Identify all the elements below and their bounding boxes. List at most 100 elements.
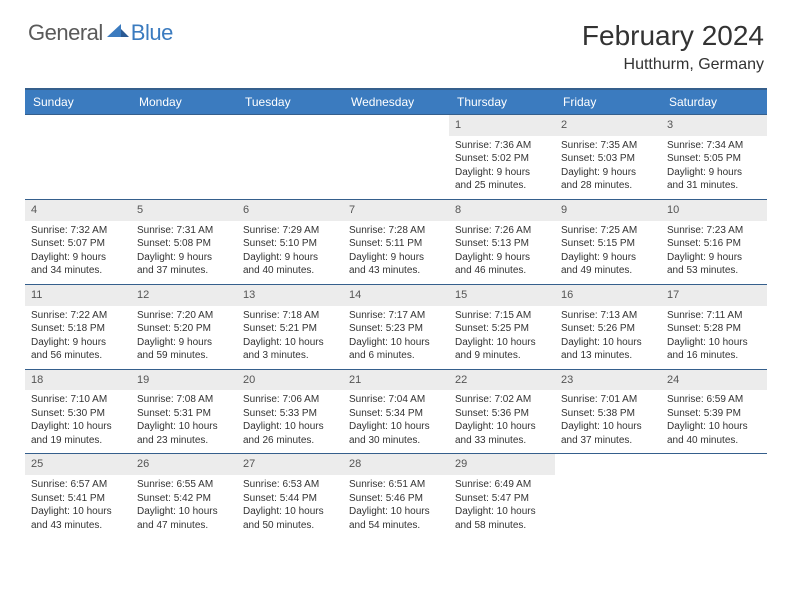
day-body: Sunrise: 7:22 AMSunset: 5:18 PMDaylight:…: [25, 306, 131, 369]
day-cell: 14Sunrise: 7:17 AMSunset: 5:23 PMDayligh…: [343, 285, 449, 369]
day-cell: 8Sunrise: 7:26 AMSunset: 5:13 PMDaylight…: [449, 200, 555, 284]
day-cell: 17Sunrise: 7:11 AMSunset: 5:28 PMDayligh…: [661, 285, 767, 369]
sunset-text: Sunset: 5:16 PM: [667, 237, 761, 251]
day-header-wed: Wednesday: [343, 90, 449, 114]
day-body: Sunrise: 7:15 AMSunset: 5:25 PMDaylight:…: [449, 306, 555, 369]
day-cell: 28Sunrise: 6:51 AMSunset: 5:46 PMDayligh…: [343, 454, 449, 538]
day-cell: 3Sunrise: 7:34 AMSunset: 5:05 PMDaylight…: [661, 115, 767, 199]
day-number: 19: [131, 370, 237, 391]
day-cell: 27Sunrise: 6:53 AMSunset: 5:44 PMDayligh…: [237, 454, 343, 538]
day-cell: 23Sunrise: 7:01 AMSunset: 5:38 PMDayligh…: [555, 370, 661, 454]
sunrise-text: Sunrise: 7:11 AM: [667, 309, 761, 323]
day-number: 5: [131, 200, 237, 221]
sunrise-text: Sunrise: 7:18 AM: [243, 309, 337, 323]
day-cell: 7Sunrise: 7:28 AMSunset: 5:11 PMDaylight…: [343, 200, 449, 284]
daylight-text: Daylight: 10 hours and 33 minutes.: [455, 420, 549, 447]
day-header-sat: Saturday: [661, 90, 767, 114]
page-header: General Blue February 2024 Hutthurm, Ger…: [0, 0, 792, 82]
sunrise-text: Sunrise: 7:02 AM: [455, 393, 549, 407]
sunset-text: Sunset: 5:08 PM: [137, 237, 231, 251]
day-number: 10: [661, 200, 767, 221]
day-number: 22: [449, 370, 555, 391]
day-number: 29: [449, 454, 555, 475]
sunset-text: Sunset: 5:41 PM: [31, 492, 125, 506]
daylight-text: Daylight: 9 hours and 43 minutes.: [349, 251, 443, 278]
weeks-container: 1Sunrise: 7:36 AMSunset: 5:02 PMDaylight…: [25, 114, 767, 538]
sunrise-text: Sunrise: 6:55 AM: [137, 478, 231, 492]
day-cell: 12Sunrise: 7:20 AMSunset: 5:20 PMDayligh…: [131, 285, 237, 369]
day-body: Sunrise: 7:35 AMSunset: 5:03 PMDaylight:…: [555, 136, 661, 199]
day-body: Sunrise: 7:31 AMSunset: 5:08 PMDaylight:…: [131, 221, 237, 284]
sunset-text: Sunset: 5:36 PM: [455, 407, 549, 421]
day-number: 3: [661, 115, 767, 136]
day-header-row: Sunday Monday Tuesday Wednesday Thursday…: [25, 90, 767, 114]
sunset-text: Sunset: 5:34 PM: [349, 407, 443, 421]
day-number: 1: [449, 115, 555, 136]
day-header-sun: Sunday: [25, 90, 131, 114]
daylight-text: Daylight: 9 hours and 31 minutes.: [667, 166, 761, 193]
week-row: 4Sunrise: 7:32 AMSunset: 5:07 PMDaylight…: [25, 199, 767, 284]
calendar: Sunday Monday Tuesday Wednesday Thursday…: [25, 88, 767, 538]
sunrise-text: Sunrise: 7:36 AM: [455, 139, 549, 153]
day-body: Sunrise: 7:36 AMSunset: 5:02 PMDaylight:…: [449, 136, 555, 199]
page-title: February 2024: [582, 20, 764, 52]
day-cell: [555, 454, 661, 538]
sunset-text: Sunset: 5:31 PM: [137, 407, 231, 421]
daylight-text: Daylight: 9 hours and 37 minutes.: [137, 251, 231, 278]
sunset-text: Sunset: 5:38 PM: [561, 407, 655, 421]
daylight-text: Daylight: 10 hours and 19 minutes.: [31, 420, 125, 447]
day-header-tue: Tuesday: [237, 90, 343, 114]
location-subtitle: Hutthurm, Germany: [582, 56, 764, 74]
day-body: Sunrise: 7:10 AMSunset: 5:30 PMDaylight:…: [25, 390, 131, 453]
sunrise-text: Sunrise: 7:01 AM: [561, 393, 655, 407]
day-number: 25: [25, 454, 131, 475]
week-row: 11Sunrise: 7:22 AMSunset: 5:18 PMDayligh…: [25, 284, 767, 369]
daylight-text: Daylight: 10 hours and 26 minutes.: [243, 420, 337, 447]
day-body: Sunrise: 6:51 AMSunset: 5:46 PMDaylight:…: [343, 475, 449, 538]
day-number: 12: [131, 285, 237, 306]
sunrise-text: Sunrise: 7:31 AM: [137, 224, 231, 238]
sunset-text: Sunset: 5:20 PM: [137, 322, 231, 336]
day-number: 16: [555, 285, 661, 306]
sunset-text: Sunset: 5:30 PM: [31, 407, 125, 421]
sunrise-text: Sunrise: 7:15 AM: [455, 309, 549, 323]
sunset-text: Sunset: 5:15 PM: [561, 237, 655, 251]
sunset-text: Sunset: 5:39 PM: [667, 407, 761, 421]
day-body: Sunrise: 7:25 AMSunset: 5:15 PMDaylight:…: [555, 221, 661, 284]
sunset-text: Sunset: 5:02 PM: [455, 152, 549, 166]
day-cell: 21Sunrise: 7:04 AMSunset: 5:34 PMDayligh…: [343, 370, 449, 454]
day-cell: [661, 454, 767, 538]
daylight-text: Daylight: 9 hours and 59 minutes.: [137, 336, 231, 363]
day-body: Sunrise: 6:55 AMSunset: 5:42 PMDaylight:…: [131, 475, 237, 538]
week-row: 18Sunrise: 7:10 AMSunset: 5:30 PMDayligh…: [25, 369, 767, 454]
daylight-text: Daylight: 10 hours and 13 minutes.: [561, 336, 655, 363]
day-number: 2: [555, 115, 661, 136]
sunrise-text: Sunrise: 7:06 AM: [243, 393, 337, 407]
sunset-text: Sunset: 5:10 PM: [243, 237, 337, 251]
daylight-text: Daylight: 10 hours and 23 minutes.: [137, 420, 231, 447]
sunrise-text: Sunrise: 7:29 AM: [243, 224, 337, 238]
sunrise-text: Sunrise: 7:10 AM: [31, 393, 125, 407]
day-number: 7: [343, 200, 449, 221]
day-cell: [131, 115, 237, 199]
day-number: 18: [25, 370, 131, 391]
day-body: Sunrise: 7:02 AMSunset: 5:36 PMDaylight:…: [449, 390, 555, 453]
day-number: 13: [237, 285, 343, 306]
daylight-text: Daylight: 10 hours and 6 minutes.: [349, 336, 443, 363]
sunrise-text: Sunrise: 7:28 AM: [349, 224, 443, 238]
day-body: Sunrise: 7:08 AMSunset: 5:31 PMDaylight:…: [131, 390, 237, 453]
daylight-text: Daylight: 10 hours and 16 minutes.: [667, 336, 761, 363]
day-cell: 19Sunrise: 7:08 AMSunset: 5:31 PMDayligh…: [131, 370, 237, 454]
day-body: Sunrise: 6:57 AMSunset: 5:41 PMDaylight:…: [25, 475, 131, 538]
day-number: 15: [449, 285, 555, 306]
sunset-text: Sunset: 5:07 PM: [31, 237, 125, 251]
day-cell: 5Sunrise: 7:31 AMSunset: 5:08 PMDaylight…: [131, 200, 237, 284]
logo-text-blue: Blue: [131, 20, 173, 46]
day-number: 21: [343, 370, 449, 391]
day-number: 28: [343, 454, 449, 475]
day-cell: 4Sunrise: 7:32 AMSunset: 5:07 PMDaylight…: [25, 200, 131, 284]
day-header-thu: Thursday: [449, 90, 555, 114]
logo-text-general: General: [28, 20, 103, 46]
daylight-text: Daylight: 10 hours and 47 minutes.: [137, 505, 231, 532]
day-cell: 20Sunrise: 7:06 AMSunset: 5:33 PMDayligh…: [237, 370, 343, 454]
